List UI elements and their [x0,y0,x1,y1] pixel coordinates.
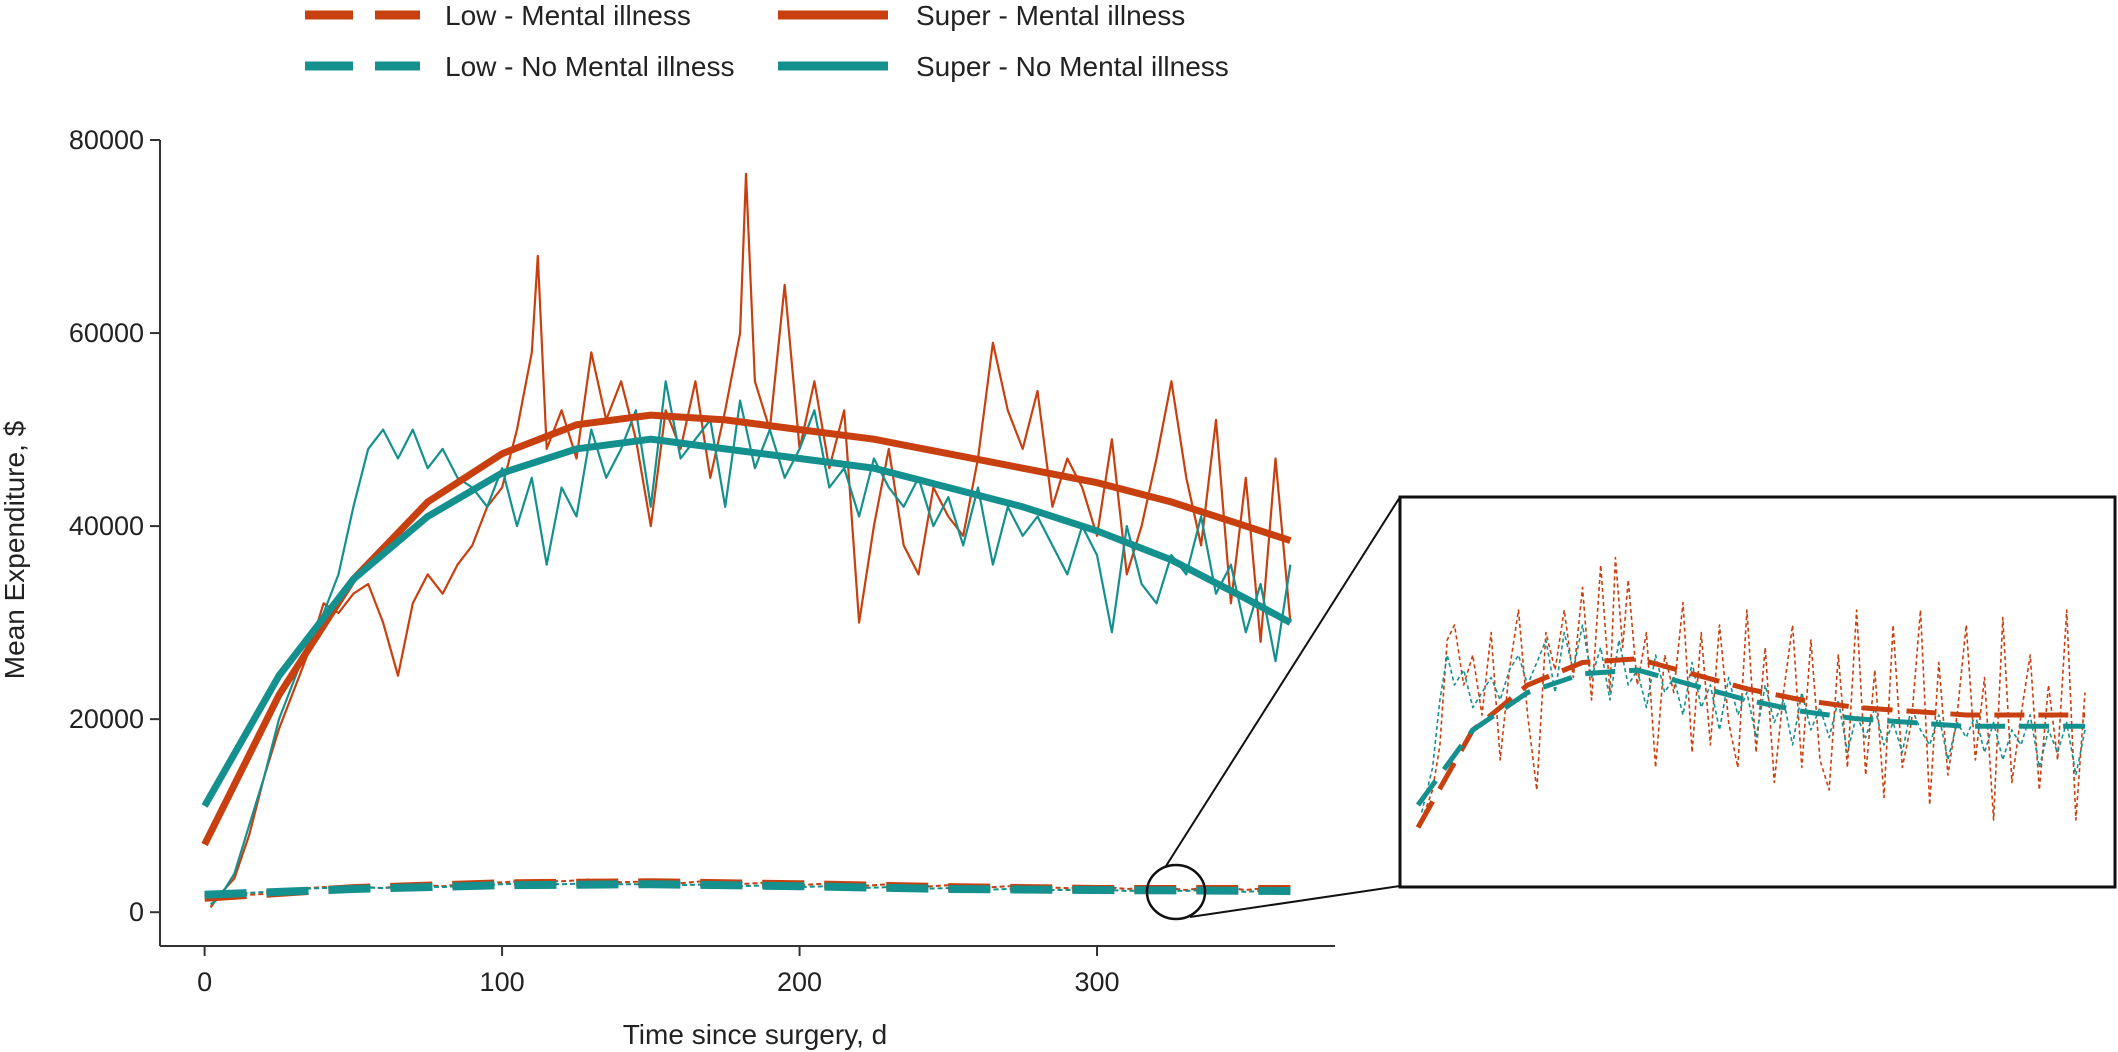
legend-label-super-mental-illness: Super - Mental illness [916,0,1185,31]
series-trend-super-mi [201,411,1292,847]
inset-panel [1398,495,2117,889]
zoom-connector-bottom [1189,885,1401,918]
legend-item-low-mental-illness: Low - Mental illness [305,0,691,31]
inset-series [1415,556,2086,829]
series-raw-super-nmi [209,380,1292,906]
legend-label-super-no-mental-illness: Super - No Mental illness [916,51,1229,82]
x-tick-label: 200 [777,967,822,997]
axes: 0 20000 40000 60000 80000 0 100 200 300 [69,125,1335,997]
inset-trend-low-mi [1415,656,2085,829]
inset-frame [1398,495,2117,889]
zoom-connector-top [1165,496,1401,867]
inset-raw-low-mi [1420,556,2086,821]
zoom-indicator [1145,496,1401,921]
legend: Low - Mental illness Super - Mental illn… [305,0,1229,82]
legend-item-super-no-mental-illness: Super - No Mental illness [778,51,1229,82]
y-tick-label: 80000 [69,125,144,155]
x-axis-title: Time since surgery, d [623,1019,888,1050]
x-tick-label: 0 [197,967,212,997]
y-tick-label: 40000 [69,511,144,541]
x-tick-label: 100 [480,967,525,997]
plot-series [201,172,1293,909]
legend-label-low-mental-illness: Low - Mental illness [445,0,691,31]
zoom-ellipse [1145,863,1207,921]
legend-item-super-mental-illness: Super - Mental illness [778,0,1185,31]
x-tick-label: 300 [1074,967,1119,997]
legend-label-low-no-mental-illness: Low - No Mental illness [445,51,734,82]
series-trend-super-nmi [201,435,1293,808]
series-raw-low-mi [210,878,1291,901]
series-raw-low-nmi [210,882,1291,898]
legend-item-low-no-mental-illness: Low - No Mental illness [305,51,734,82]
y-tick-label: 60000 [69,318,144,348]
inset-trend-low-nmi [1415,667,2085,807]
y-tick-label: 0 [129,897,144,927]
y-tick-label: 20000 [69,704,144,734]
x-axis-ticks: 0 100 200 300 [197,946,1120,997]
y-axis-title: Mean Expenditure, $ [0,420,30,679]
y-axis-ticks: 0 20000 40000 60000 80000 [69,125,160,927]
series-trend-low-nmi [204,880,1291,899]
